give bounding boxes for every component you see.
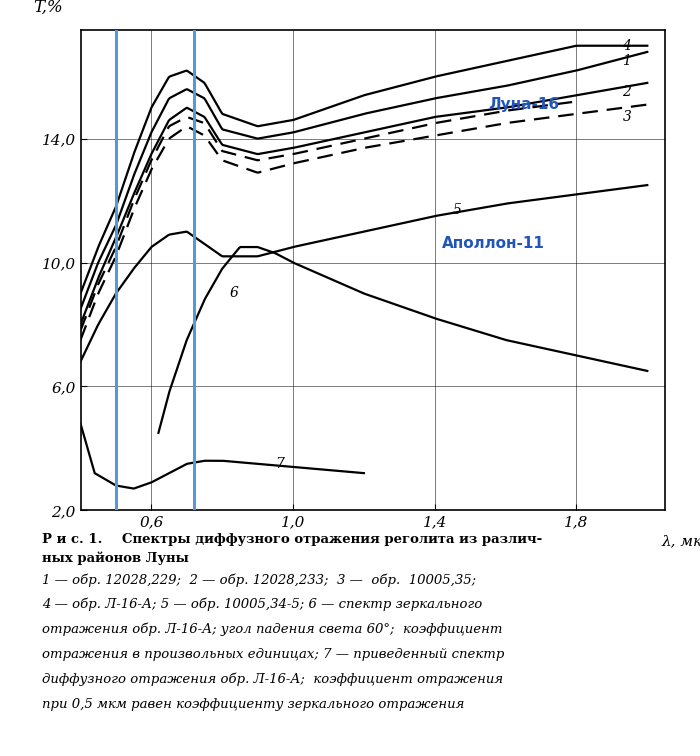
Text: диффузного отражения обр. Л-16-А;  коэффициент отражения: диффузного отражения обр. Л-16-А; коэффи…	[42, 673, 503, 686]
Text: 3: 3	[622, 110, 631, 124]
Text: Аполлон-11: Аполлон-11	[442, 237, 545, 252]
Text: 1: 1	[622, 54, 631, 68]
Text: при 0,5 мкм равен коэффициенту зеркального отражения: при 0,5 мкм равен коэффициенту зеркально…	[42, 698, 464, 711]
Y-axis label: T,%: T,%	[34, 0, 63, 16]
Text: 4: 4	[622, 39, 631, 53]
Text: отражения обр. Л-16-А; угол падения света 60°;  коэффициент: отражения обр. Л-16-А; угол падения свет…	[42, 623, 503, 637]
Text: 4 — обр. Л-16-А; 5 — обр. 10005,34-5; 6 — спектр зеркального: 4 — обр. Л-16-А; 5 — обр. 10005,34-5; 6 …	[42, 598, 482, 612]
X-axis label: λ, мкм: λ, мкм	[662, 534, 700, 548]
Text: отражения в произвольных единицах; 7 — приведенный спектр: отражения в произвольных единицах; 7 — п…	[42, 648, 505, 661]
Text: 2: 2	[622, 85, 631, 99]
Text: ных районов Луны: ных районов Луны	[42, 552, 189, 565]
Text: 5: 5	[452, 203, 461, 217]
Text: 7: 7	[275, 457, 284, 471]
Text: Спектры диффузного отражения реголита из различ-: Спектры диффузного отражения реголита из…	[122, 533, 542, 546]
Text: Луна-16: Луна-16	[488, 97, 559, 112]
Text: Р и с. 1.: Р и с. 1.	[42, 533, 102, 546]
Text: 1 — обр. 12028,229;  2 — обр. 12028,233;  3 —  обр.  10005,35;: 1 — обр. 12028,229; 2 — обр. 12028,233; …	[42, 573, 476, 587]
Text: 6: 6	[230, 287, 238, 300]
